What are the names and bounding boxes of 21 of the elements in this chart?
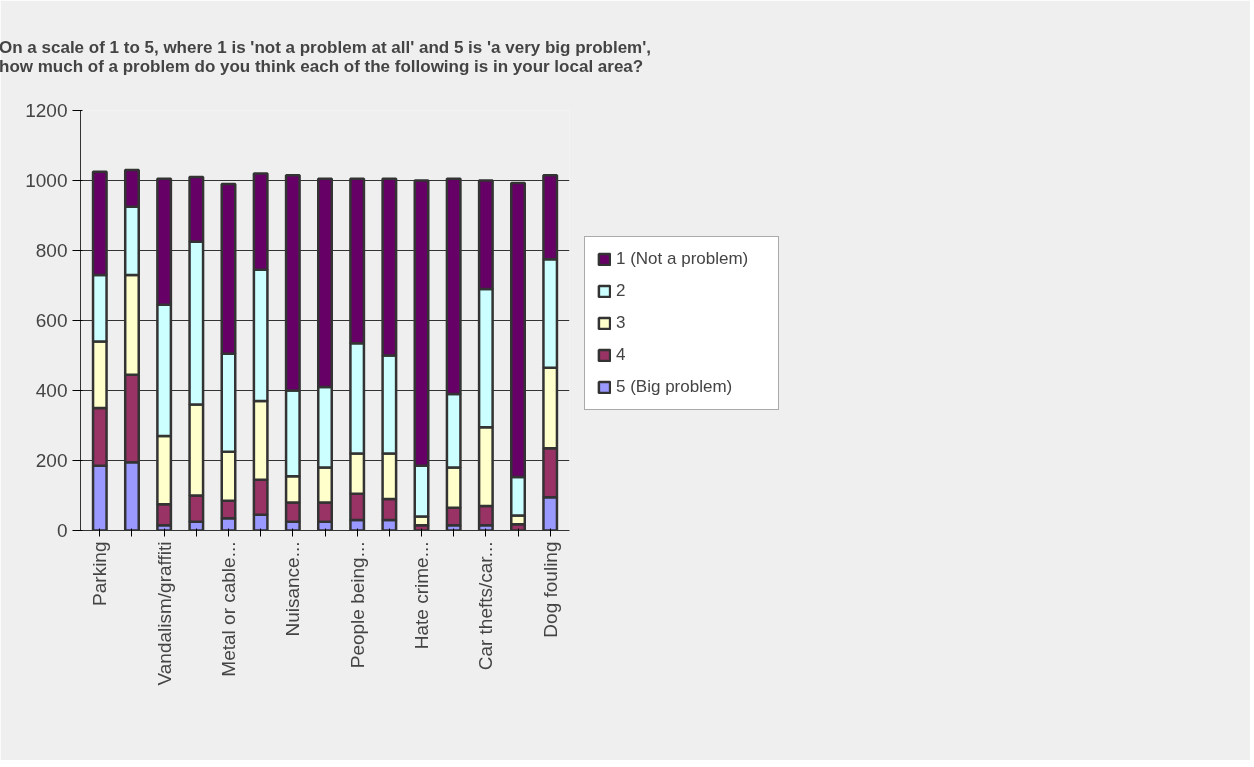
y-tick-label: 800 [35, 240, 68, 261]
y-tick-label: 400 [35, 380, 68, 401]
legend-label: 3 [616, 313, 627, 333]
x-tick-label: Nuisance... [282, 541, 304, 637]
x-tick-label: Hate crime... [411, 541, 433, 650]
y-tick-label: 1200 [25, 100, 68, 121]
legend-label: 2 [616, 281, 627, 301]
x-tick-label: Parking [89, 541, 111, 606]
x-tick-label: Car thefts/car... [475, 541, 497, 671]
y-tick-label: 600 [35, 310, 68, 331]
y-tick-label: 200 [35, 450, 68, 471]
y-tick-label: 1000 [25, 170, 68, 191]
legend-label: 4 [616, 345, 627, 365]
x-tick-label: Metal or cable... [217, 541, 239, 677]
x-tick-label: Dog fouling [539, 541, 561, 638]
x-tick-label: Vandalism/graffiti [153, 541, 175, 686]
y-tick-label: 0 [56, 520, 68, 541]
legend-label: 1 (Not a problem) [616, 249, 750, 269]
x-tick-label: People being... [346, 541, 368, 669]
legend-label: 5 (Big problem) [616, 377, 734, 397]
chart-title: On a scale of 1 to 5, where 1 is 'not a problem at all' and 5 is 'a very big problem', how much of a problem do you think each of the following is in your local area? [0, 37, 651, 76]
